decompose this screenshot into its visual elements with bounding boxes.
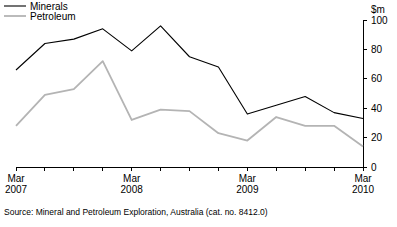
series-line (16, 26, 363, 119)
y-tick-label: 20 (371, 132, 383, 143)
legend-swatch (4, 15, 26, 17)
x-tick-label-line: 2008 (121, 184, 144, 195)
x-tick (247, 167, 248, 171)
x-tick (102, 167, 103, 171)
x-tick (131, 167, 132, 171)
y-tick (363, 20, 367, 21)
x-tick-label: Mar2007 (5, 173, 28, 195)
x-tick (73, 167, 74, 171)
y-tick-label: 100 (371, 15, 388, 26)
x-tick (189, 167, 190, 171)
source-note: Source: Mineral and Petroleum Exploratio… (4, 207, 268, 217)
x-tick-label-line: 2007 (5, 184, 28, 195)
x-tick (276, 167, 277, 171)
y-tick (363, 137, 367, 138)
y-tick (363, 78, 367, 79)
y-tick (363, 49, 367, 50)
x-tick (334, 167, 335, 171)
x-tick (363, 167, 364, 171)
chart: 020406080100$mMar2007Mar2008Mar2009Mar20… (0, 0, 397, 227)
x-tick (305, 167, 306, 171)
x-tick (160, 167, 161, 171)
x-tick-label-line: Mar (123, 173, 141, 184)
y-tick-label: 40 (371, 103, 383, 114)
y-tick-label: 0 (371, 162, 377, 173)
x-tick-label-line: Mar (7, 173, 25, 184)
x-tick-label-line: 2010 (352, 184, 375, 195)
y-axis-label: $m (371, 4, 385, 15)
legend-label: Petroleum (30, 11, 76, 22)
x-tick-label: Mar2008 (121, 173, 144, 195)
series-line (16, 61, 363, 146)
y-tick-label: 60 (371, 73, 383, 84)
x-tick-label-line: Mar (239, 173, 257, 184)
x-tick (44, 167, 45, 171)
x-tick (16, 167, 17, 171)
y-tick-label: 80 (371, 44, 383, 55)
x-tick-label: Mar2009 (236, 173, 259, 195)
x-tick-label-line: 2009 (236, 184, 259, 195)
x-tick-label-line: Mar (354, 173, 372, 184)
y-tick (363, 108, 367, 109)
legend-swatch (4, 5, 26, 6)
x-tick-label: Mar2010 (352, 173, 375, 195)
plot-lines (16, 26, 363, 147)
y-axis (363, 20, 364, 167)
y-tick (363, 167, 367, 168)
x-tick (218, 167, 219, 171)
